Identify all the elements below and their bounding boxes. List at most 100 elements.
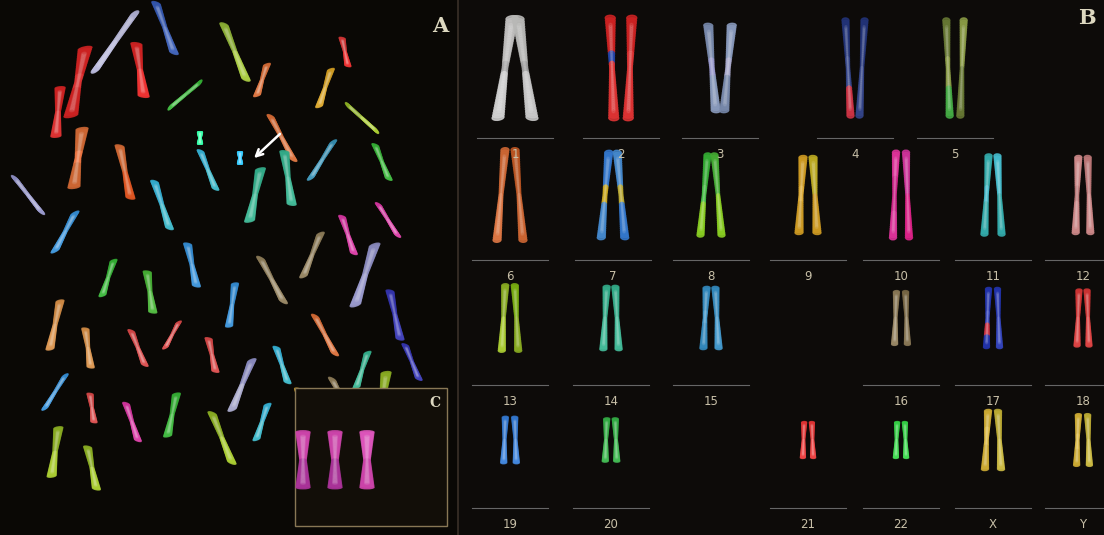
- Ellipse shape: [1086, 342, 1092, 346]
- Ellipse shape: [283, 376, 288, 378]
- Ellipse shape: [730, 30, 733, 34]
- Ellipse shape: [55, 109, 61, 111]
- Ellipse shape: [70, 220, 72, 222]
- Ellipse shape: [503, 293, 506, 296]
- Ellipse shape: [332, 439, 337, 441]
- Ellipse shape: [704, 175, 707, 179]
- Ellipse shape: [904, 341, 911, 344]
- Ellipse shape: [905, 329, 909, 332]
- Ellipse shape: [998, 340, 1000, 343]
- Ellipse shape: [605, 315, 606, 317]
- Ellipse shape: [613, 420, 618, 422]
- Ellipse shape: [301, 476, 305, 478]
- Ellipse shape: [848, 65, 849, 69]
- Ellipse shape: [843, 33, 849, 38]
- Ellipse shape: [860, 74, 863, 79]
- Ellipse shape: [129, 12, 138, 19]
- Ellipse shape: [1074, 456, 1080, 458]
- Ellipse shape: [167, 41, 173, 44]
- Ellipse shape: [164, 221, 171, 225]
- Ellipse shape: [999, 447, 1000, 449]
- Ellipse shape: [396, 336, 404, 339]
- Ellipse shape: [297, 482, 309, 485]
- Ellipse shape: [337, 389, 339, 391]
- Ellipse shape: [365, 459, 368, 462]
- Ellipse shape: [263, 264, 266, 267]
- Ellipse shape: [729, 45, 731, 49]
- Ellipse shape: [847, 48, 848, 52]
- Ellipse shape: [603, 335, 605, 338]
- Ellipse shape: [231, 310, 232, 312]
- Ellipse shape: [187, 251, 192, 254]
- Ellipse shape: [413, 366, 415, 368]
- Ellipse shape: [501, 333, 503, 336]
- Ellipse shape: [383, 168, 388, 171]
- Ellipse shape: [328, 77, 329, 78]
- Ellipse shape: [497, 225, 499, 230]
- Ellipse shape: [54, 455, 55, 457]
- Ellipse shape: [628, 78, 630, 82]
- Ellipse shape: [149, 291, 150, 293]
- Ellipse shape: [330, 472, 340, 475]
- Ellipse shape: [986, 432, 988, 434]
- Ellipse shape: [716, 184, 718, 187]
- Ellipse shape: [119, 152, 123, 155]
- Ellipse shape: [55, 242, 62, 246]
- Ellipse shape: [518, 194, 521, 198]
- Ellipse shape: [131, 423, 135, 425]
- Ellipse shape: [703, 303, 708, 307]
- Ellipse shape: [502, 78, 505, 82]
- Ellipse shape: [603, 203, 605, 207]
- Ellipse shape: [344, 230, 349, 232]
- Ellipse shape: [907, 218, 910, 222]
- Ellipse shape: [54, 116, 61, 119]
- Ellipse shape: [612, 104, 615, 109]
- Ellipse shape: [253, 201, 255, 203]
- Ellipse shape: [127, 17, 135, 23]
- Ellipse shape: [202, 158, 206, 162]
- Ellipse shape: [61, 377, 66, 380]
- Text: Y: Y: [1080, 518, 1086, 531]
- Ellipse shape: [164, 27, 166, 29]
- Ellipse shape: [148, 288, 151, 291]
- Ellipse shape: [89, 457, 91, 460]
- Ellipse shape: [627, 30, 636, 36]
- Ellipse shape: [157, 12, 163, 16]
- Ellipse shape: [350, 251, 357, 254]
- Ellipse shape: [94, 482, 96, 484]
- Ellipse shape: [268, 273, 269, 275]
- Ellipse shape: [987, 417, 989, 419]
- Ellipse shape: [245, 366, 252, 370]
- Ellipse shape: [30, 198, 32, 200]
- Ellipse shape: [998, 457, 1004, 460]
- Ellipse shape: [799, 179, 805, 182]
- Ellipse shape: [54, 392, 55, 394]
- Ellipse shape: [65, 110, 78, 114]
- Ellipse shape: [56, 433, 59, 435]
- Ellipse shape: [341, 222, 347, 225]
- Ellipse shape: [1087, 432, 1089, 434]
- Ellipse shape: [126, 190, 134, 194]
- Ellipse shape: [364, 273, 367, 276]
- Ellipse shape: [285, 171, 289, 173]
- Ellipse shape: [300, 438, 306, 440]
- Ellipse shape: [403, 420, 408, 422]
- Ellipse shape: [514, 427, 516, 430]
- Text: 10: 10: [893, 270, 909, 283]
- Ellipse shape: [892, 340, 898, 343]
- Ellipse shape: [803, 424, 805, 426]
- Ellipse shape: [339, 395, 343, 398]
- Ellipse shape: [946, 88, 952, 94]
- Ellipse shape: [67, 225, 70, 227]
- Ellipse shape: [55, 440, 57, 442]
- Ellipse shape: [255, 91, 261, 94]
- Ellipse shape: [311, 249, 316, 251]
- Ellipse shape: [346, 233, 349, 235]
- Ellipse shape: [56, 314, 59, 316]
- Ellipse shape: [54, 318, 59, 321]
- Ellipse shape: [1086, 455, 1092, 457]
- Ellipse shape: [222, 442, 226, 445]
- Ellipse shape: [225, 452, 232, 455]
- Ellipse shape: [170, 420, 171, 422]
- Text: 1: 1: [511, 148, 519, 161]
